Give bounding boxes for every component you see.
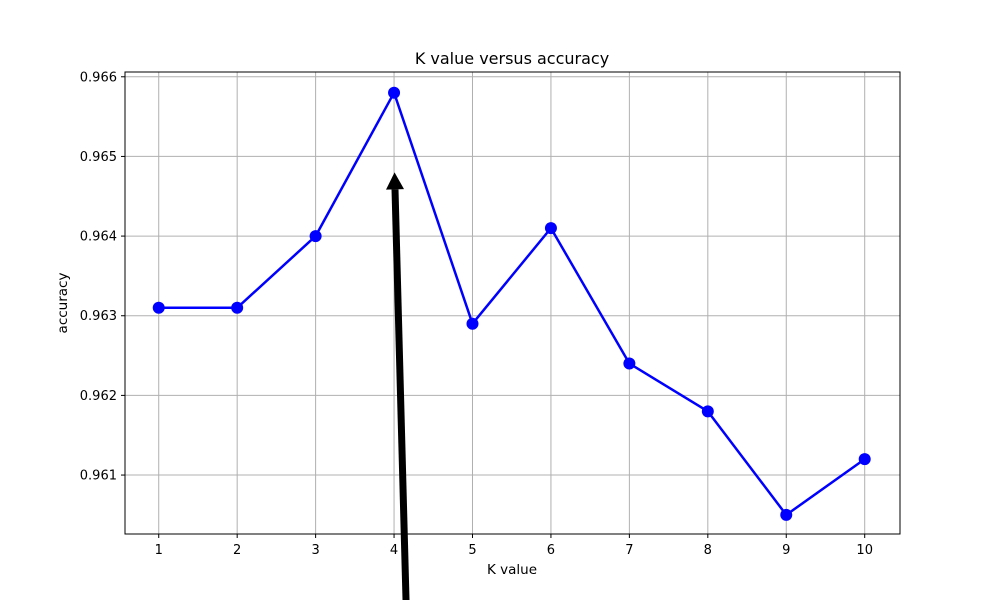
data-point (780, 508, 793, 521)
data-point (623, 357, 636, 370)
data-point (544, 222, 557, 235)
y-axis-label: accuracy (55, 273, 71, 334)
x-tick-label: 7 (625, 543, 633, 558)
data-point (309, 230, 322, 243)
data-point (701, 405, 714, 418)
y-tick-label: 0.965 (80, 150, 117, 165)
series-layer (152, 86, 871, 521)
x-tick-label: 2 (233, 543, 241, 558)
data-point (858, 453, 871, 466)
x-tick-label: 1 (155, 543, 163, 558)
data-point (466, 317, 479, 330)
grid (125, 72, 900, 534)
chart-title: K value versus accuracy (415, 49, 609, 68)
y-tick-label: 0.961 (80, 469, 117, 484)
x-tick-label: 10 (856, 543, 873, 558)
x-tick-label: 3 (311, 543, 319, 558)
x-tick-label: 5 (468, 543, 476, 558)
data-point (388, 86, 401, 99)
annotation-arrow-head (386, 172, 405, 190)
series-line (158, 91, 866, 517)
x-tick-label: 6 (547, 543, 555, 558)
y-tick-label: 0.963 (80, 309, 117, 324)
y-tick-label: 0.966 (80, 70, 117, 85)
annotation-arrow-layer (386, 172, 410, 600)
y-tick-label: 0.964 (80, 230, 117, 245)
y-tick-label: 0.962 (80, 389, 117, 404)
x-axis-label: K value (487, 562, 537, 578)
x-tick-label: 9 (782, 543, 790, 558)
data-point (231, 301, 244, 314)
annotation-arrow-shaft (391, 189, 410, 600)
x-tick-label: 8 (704, 543, 712, 558)
x-tick-label: 4 (390, 543, 398, 558)
data-point (152, 301, 165, 314)
ticks: 1 2 3 4 5 6 7 8 9 10 0.961 0.962 0.963 0.964 0.965 0.96… (80, 70, 873, 558)
plot-frame (124, 71, 901, 535)
